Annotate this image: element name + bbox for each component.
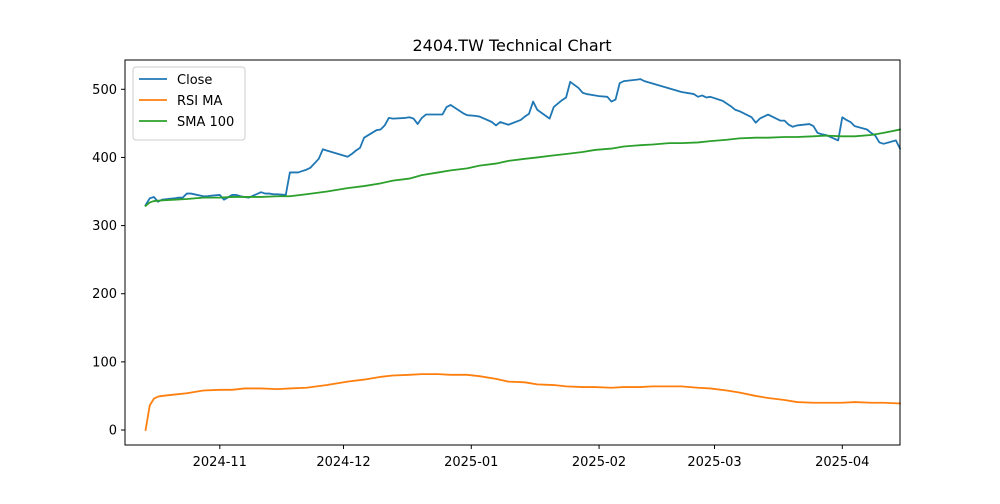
series-line-sma-100 [144, 128, 902, 208]
x-tick-label: 2025-01 [444, 455, 498, 470]
series-line-rsi-ma [144, 373, 901, 432]
y-tick-label: 500 [92, 83, 117, 98]
y-axis: 0 100 200 300 400 500 [92, 83, 125, 439]
y-tick-label: 0 [109, 424, 117, 439]
y-tick-label: 300 [92, 219, 117, 234]
chart-title: 2404.TW Technical Chart [412, 36, 611, 55]
series-line-close [144, 78, 902, 207]
x-tick-label: 2024-12 [316, 455, 370, 470]
legend-label: Close [177, 73, 212, 88]
legend-label: RSI MA [177, 94, 222, 109]
y-tick-label: 200 [92, 287, 117, 302]
y-tick-label: 100 [92, 355, 117, 370]
y-tick-label: 400 [92, 151, 117, 166]
x-tick-label: 2025-04 [815, 455, 869, 470]
legend: Close RSI MA SMA 100 [132, 66, 246, 141]
x-tick-label: 2025-02 [572, 455, 626, 470]
plot-frame [124, 59, 901, 446]
series-layer [144, 78, 902, 432]
x-tick-label: 2024-11 [193, 455, 247, 470]
legend-label: SMA 100 [177, 115, 234, 130]
x-axis: 2024-11 2024-12 2025-01 2025-02 2025-03 2025-… [193, 445, 869, 470]
x-tick-label: 2025-03 [687, 455, 741, 470]
